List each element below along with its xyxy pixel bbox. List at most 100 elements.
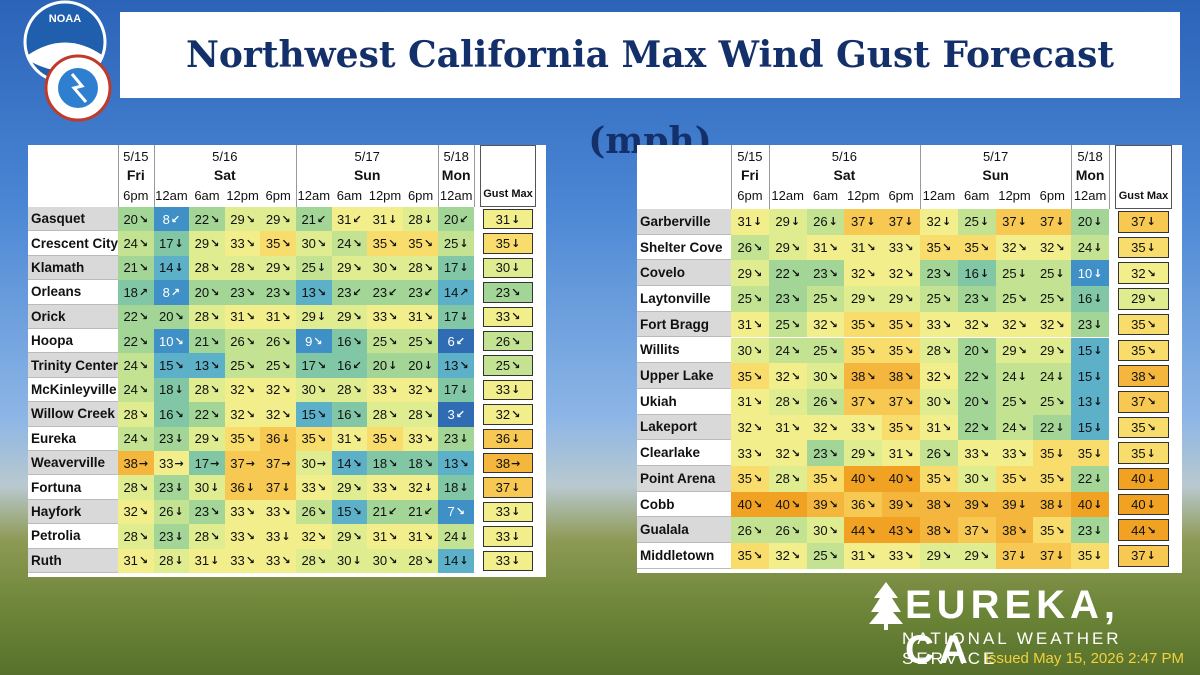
gust-max-value: 36 — [495, 431, 511, 447]
gust-value: 29 — [737, 265, 753, 281]
wind-direction: ↓ — [979, 215, 990, 229]
forecast-cell: 33 ↘ — [367, 377, 403, 403]
gust-value: 31 — [813, 240, 828, 256]
location-name: Hayfork — [28, 499, 118, 525]
forecast-cell: 16 ↘ — [153, 402, 190, 427]
wind-direction: ↓ — [1055, 446, 1065, 460]
wind-direction: ↓ — [904, 215, 914, 229]
gust-value: 28 — [159, 553, 174, 569]
gust-max-direction: ↘ — [1146, 369, 1156, 383]
forecast-cell: 31 ↘ — [806, 234, 845, 261]
forecast-cell: 35 ↘ — [844, 337, 883, 364]
wind-direction: ↓ — [459, 554, 469, 568]
forecast-cell: 36 ↘ — [844, 491, 883, 518]
forecast-cell: 25 ↘ — [995, 286, 1034, 312]
forecast-cell: 31 ↘ — [331, 426, 368, 451]
gust-max-direction: ↓ — [1146, 498, 1156, 512]
forecast-cell: 28 ↘ — [402, 255, 439, 281]
gust-value: 29 — [850, 291, 866, 307]
forecast-cell: 32 ↘ — [882, 260, 920, 287]
gust-value: 8 — [162, 211, 170, 227]
wind-direction: ↓ — [1017, 369, 1027, 383]
gust-value: 21 — [301, 211, 316, 227]
forecast-cell: 32 ↘ — [402, 377, 439, 403]
forecast-cell: 23 ↘ — [260, 280, 296, 305]
time-header: 6pm — [123, 187, 149, 203]
forecast-cell: 35 ↘ — [920, 234, 958, 261]
gust-value: 13 — [301, 284, 316, 300]
gust-value: 16 — [337, 358, 352, 374]
forecast-cell: 31 ↙ — [331, 207, 368, 232]
forecast-cell: 10 ↘ — [153, 329, 190, 354]
wind-direction: ↓ — [281, 481, 291, 495]
gust-max-direction: ↓ — [511, 212, 521, 226]
gust-value: 23 — [1077, 522, 1093, 538]
wind-direction: ↘ — [979, 292, 990, 306]
gust-value: 31 — [265, 309, 281, 325]
wind-direction: ↓ — [979, 266, 990, 280]
forecast-cell: 23 ↙ — [367, 280, 403, 305]
forecast-cell: 17 ↓ — [438, 377, 474, 403]
wind-direction: ↓ — [1093, 343, 1103, 357]
gust-max-direction: ↘ — [1146, 266, 1156, 280]
forecast-cell: 30 ↘ — [367, 255, 403, 281]
forecast-cell: 30 ↘ — [296, 377, 332, 403]
time-header: 12am — [771, 187, 804, 203]
forecast-cell: 33 ↘ — [402, 426, 439, 451]
wind-direction: ↘ — [1055, 241, 1065, 255]
gust-value: 16 — [1077, 291, 1093, 307]
forecast-cell: 28 ↘ — [768, 388, 807, 415]
wind-direction: ↘ — [828, 446, 838, 460]
gust-max-value: 31 — [495, 211, 511, 227]
wind-direction: ↘ — [979, 446, 990, 460]
location-name: Orleans — [28, 280, 118, 305]
forecast-cell: 28 ↓ — [402, 207, 439, 232]
forecast-cell: 33 ↘ — [296, 475, 332, 500]
wind-direction: ↘ — [753, 549, 763, 563]
wind-direction: ↘ — [1017, 292, 1027, 306]
wind-direction: ↘ — [866, 343, 876, 357]
wind-direction: ↘ — [753, 472, 763, 486]
forecast-cell: 25 ↘ — [806, 337, 845, 364]
location-name: Gualala — [637, 517, 731, 544]
wind-direction: ↘ — [245, 359, 255, 373]
wind-direction: ↘ — [1055, 318, 1065, 332]
forecast-cell: 31 ↘ — [118, 548, 154, 573]
forecast-cell: 35 ↘ — [367, 231, 403, 256]
wind-direction: ↓ — [423, 481, 433, 495]
tree-icon — [869, 582, 903, 630]
wind-direction: ↘ — [942, 318, 952, 332]
gust-value: 22 — [1077, 471, 1093, 487]
gust-max-cell: 35 ↓ — [483, 233, 533, 254]
wind-direction: ↓ — [1055, 420, 1065, 434]
gust-value: 28 — [301, 553, 316, 569]
gust-max-cell: 35 ↘ — [1118, 339, 1169, 362]
forecast-cell: 30 ↘ — [296, 231, 332, 256]
gust-max-value: 35 — [1131, 445, 1146, 461]
gust-value: 23 — [408, 284, 423, 300]
gust-value: 21 — [194, 333, 210, 349]
forecast-cell: 26 ↘ — [296, 499, 332, 525]
wind-direction: ↘ — [753, 395, 763, 409]
wind-direction: → — [281, 456, 291, 470]
gust-value: 37 — [265, 455, 281, 471]
forecast-cell: 33 ↘ — [995, 440, 1034, 466]
gust-value: 29 — [337, 260, 352, 276]
forecast-cell: 20 ↘ — [957, 337, 996, 364]
gust-value: 25 — [813, 291, 828, 307]
forecast-cell: 3 ↙ — [438, 402, 474, 427]
forecast-cell: 25 ↘ — [806, 286, 845, 312]
gust-value: 22 — [194, 211, 210, 227]
forecast-cell: 25 ↓ — [957, 209, 996, 235]
wind-direction: ↓ — [1093, 395, 1103, 409]
time-header: 12am — [297, 187, 331, 203]
forecast-cell: 31 ↓ — [189, 548, 225, 573]
gust-value: 25 — [1039, 394, 1055, 410]
forecast-cell: 23 ↘ — [224, 280, 261, 305]
wind-direction: ↘ — [281, 554, 291, 568]
gust-max-cell: 36 ↓ — [483, 428, 533, 449]
forecast-cell: 31 ↘ — [731, 311, 769, 338]
location-name: Covelo — [637, 260, 731, 287]
gust-value: 35 — [737, 548, 753, 564]
time-header: 12am — [922, 187, 956, 203]
